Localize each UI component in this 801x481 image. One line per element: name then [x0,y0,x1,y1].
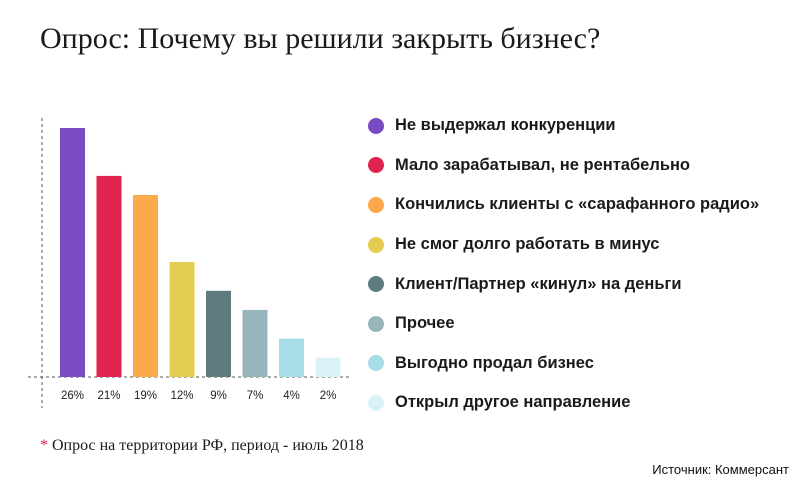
bars-group [60,128,341,377]
value-label-1: 26% [61,390,84,402]
chart-legend: Не выдержал конкуренции Мало зарабатывал,… [368,106,759,423]
value-label-2: 21% [97,390,120,402]
legend-label: Клиент/Партнер «кинул» на деньги [395,274,682,293]
chart-title: Опрос: Почему вы решили закрыть бизнес? [40,22,601,55]
bar-1 [60,128,85,377]
legend-item: Прочее [368,304,759,344]
source-credit: Источник: Коммерсант [652,462,789,477]
value-label-7: 4% [283,390,300,402]
legend-item: Не смог долго работать в минус [368,225,759,265]
legend-swatch-icon [368,157,384,174]
legend-label: Прочее [395,314,455,333]
legend-item: Мало зарабатывал, не рентабельно [368,146,759,186]
bar-7 [279,338,304,377]
legend-label: Не выдержал конкуренции [395,116,616,135]
footnote-marker: * [40,437,48,454]
bar-8 [315,357,341,377]
bar-3 [133,195,158,377]
legend-swatch-icon [368,117,384,134]
value-label-6: 7% [247,390,264,402]
bar-5 [206,290,231,377]
bar-4 [169,262,195,377]
legend-swatch-icon [368,196,384,213]
legend-swatch-icon [368,236,384,253]
legend-label: Мало зарабатывал, не рентабельно [395,155,691,174]
legend-item: Клиент/Партнер «кинул» на деньги [368,264,759,304]
value-label-4: 12% [170,390,193,402]
bar-2 [96,175,122,377]
legend-swatch-icon [368,276,384,293]
legend-item: Кончились клиенты с «сарафанного радио» [368,185,759,225]
value-label-8: 2% [320,390,337,402]
legend-swatch-icon [368,394,384,411]
bar-6 [242,309,268,377]
legend-swatch-icon [368,355,384,372]
value-labels-group: 26% 21% 19% 12% 9% 7% 4% 2% [61,390,336,402]
footnote-text: Опрос на территории РФ, период - июль 20… [48,437,364,454]
legend-item: Не выдержал конкуренции [368,106,759,146]
legend-label: Кончились клиенты с «сарафанного радио» [395,195,760,214]
legend-label: Не смог долго работать в минус [395,235,660,254]
footnote: * Опрос на территории РФ, период - июль … [40,437,364,455]
legend-item: Открыл другое направление [368,383,759,423]
value-label-5: 9% [210,390,227,402]
legend-item: Выгодно продал бизнес [368,344,759,384]
value-label-3: 19% [134,390,157,402]
legend-label: Открыл другое направление [395,393,631,412]
legend-label: Выгодно продал бизнес [395,353,594,372]
legend-swatch-icon [368,315,384,332]
